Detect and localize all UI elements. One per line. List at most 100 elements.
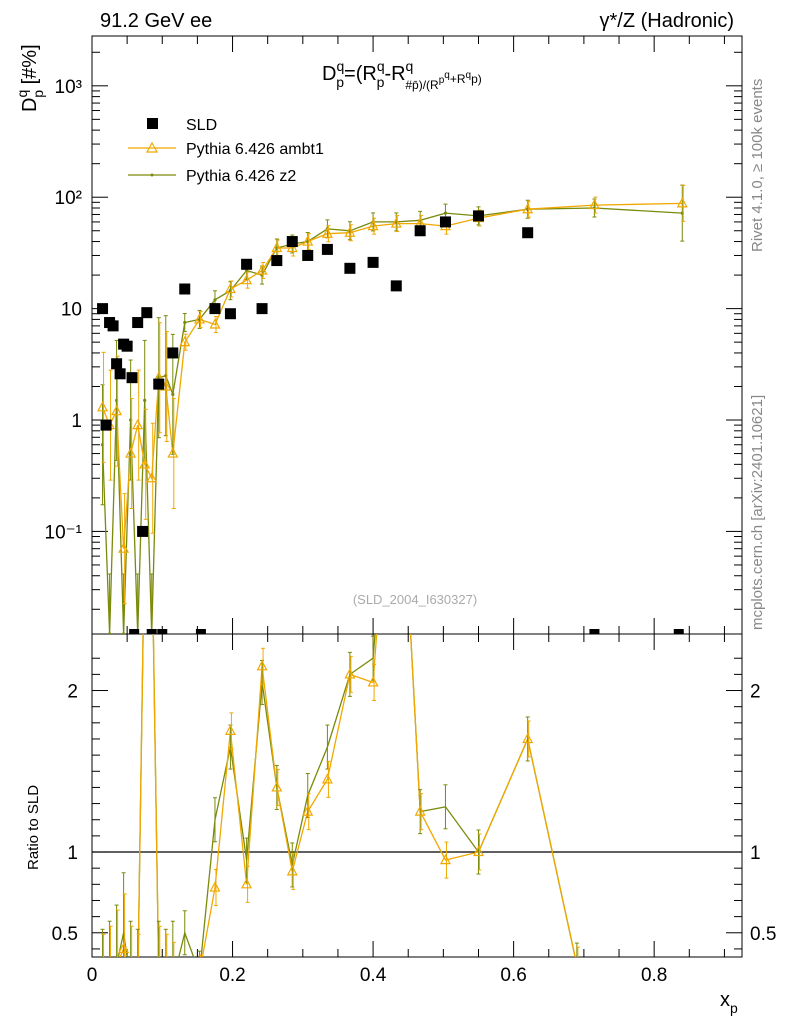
ambt1-ratio-point: [572, 960, 581, 969]
z2-series-line: [101, 207, 683, 634]
rivet-version-label: Rivet 4.1.0, ≥ 100k events: [749, 79, 766, 252]
x-tick-label: 0.8: [641, 965, 667, 986]
z2-point: [143, 398, 147, 403]
sld-offscale-point: [589, 629, 600, 634]
ambt1-point: [209, 318, 221, 329]
ambt1-ratio-point: [321, 773, 333, 784]
ambt1-point: [139, 458, 151, 469]
mcplots-credit-label: mcplots.cern.ch [arXiv:2401.10621]: [749, 395, 766, 630]
ambt1-ratio-point: [439, 853, 451, 865]
x-tick-label: 0.6: [500, 965, 526, 986]
ambt1-point: [522, 202, 534, 214]
legend-label-ambt1: Pythia 6.426 ambt1: [186, 141, 324, 158]
sld-data-point: [132, 317, 144, 329]
sld-data-point: [111, 358, 123, 370]
ambt1-point: [241, 273, 253, 285]
ratio-y-tick-label: 0.5: [52, 924, 78, 945]
ambt1-ratio-point: [302, 805, 314, 816]
ambt1-ratio-point: [256, 660, 268, 671]
ambt1-point: [132, 418, 144, 430]
ambt1-ratio-point: [161, 984, 170, 993]
ratio-y-tick-label-right: 1: [750, 843, 761, 864]
ambt1-point: [97, 401, 109, 412]
ambt1-point: [125, 447, 137, 458]
ambt1-point: [367, 219, 379, 231]
legend-label-sld: SLD: [186, 117, 217, 134]
sld-offscale-point: [673, 629, 684, 634]
x-tick-label: 0.2: [219, 965, 245, 986]
legend-label-z2: Pythia 6.426 z2: [186, 168, 296, 185]
ambt1-point: [224, 282, 236, 294]
ambt1-ratio-point: [168, 992, 177, 1001]
ambt1-ratio-point: [522, 732, 534, 744]
sld-data-point: [167, 347, 179, 359]
ratio-y-tick-label: 2: [67, 682, 78, 703]
plot-title: Dq p=(Rq p-Rq #p̄)/(Rpq+Rqp): [322, 58, 482, 92]
sld-data-point: [344, 262, 356, 274]
sld-data-point: [100, 419, 112, 431]
ambt1-ratio-point: [241, 878, 253, 889]
main-y-axis-label: Dqp [#%]: [14, 44, 46, 112]
sld-data-point: [414, 225, 426, 237]
ambt1-point: [344, 226, 356, 237]
sld-data-point: [114, 368, 126, 380]
sld-data-point: [286, 236, 298, 248]
ambt1-point: [179, 335, 191, 347]
sld-data-point: [522, 227, 534, 239]
ratio-y-axis-label: Ratio to SLD: [25, 785, 42, 870]
x-tick-label: 0.4: [360, 965, 387, 986]
sld-data-point: [137, 525, 149, 537]
ambt1-ratio-point: [98, 984, 107, 993]
ambt1-ratio-point: [414, 805, 426, 816]
sld-data-point: [367, 256, 379, 268]
ratio-plot-frame: [91, 633, 743, 958]
ambt1-point: [321, 227, 333, 238]
header-process-label: γ*/Z (Hadronic): [600, 10, 734, 32]
ambt1-point: [167, 447, 179, 458]
legend-marker-ambt1: [145, 141, 159, 153]
ambt1-ratio-point: [195, 968, 204, 977]
sld-data-point: [256, 303, 268, 315]
ambt1-point: [302, 235, 314, 246]
main-axes: 10⁻¹ 1 10 10² 10³: [45, 36, 742, 634]
ratio-series-layer: [98, 634, 581, 1001]
ambt1-ratio-point: [180, 984, 189, 993]
sld-offscale-point: [146, 629, 157, 634]
sld-data-point: [224, 308, 236, 320]
y-tick-label: 1: [71, 411, 82, 432]
ambt1-ratio-point: [209, 881, 221, 892]
z2-point: [213, 298, 217, 302]
ambt1-point: [256, 264, 268, 275]
z2-point: [183, 320, 187, 325]
ambt1-point: [271, 241, 283, 253]
ambt1-ratio-point: [472, 845, 484, 857]
ambt1-ratio-point: [367, 676, 379, 687]
ambt1-ratio-point: [344, 668, 356, 679]
ambt1-point: [390, 217, 402, 228]
analysis-id-watermark: (SLD_2004_I630327): [353, 592, 477, 607]
y-tick-label: 10²: [55, 188, 82, 209]
sld-offscale-point: [129, 629, 140, 634]
ambt1-point: [286, 241, 298, 253]
sld-data-point: [126, 372, 138, 384]
sld-data-point: [179, 283, 191, 295]
z2-point: [122, 632, 126, 634]
sld-data-point: [121, 340, 133, 352]
ambt1-point: [146, 471, 158, 483]
x-tick-label: 0: [87, 965, 98, 986]
sld-data-point: [271, 255, 283, 267]
sld-offscale-point: [195, 629, 206, 634]
ambt1-point: [588, 198, 600, 210]
ambt1-point: [111, 404, 123, 416]
ratio-y-tick-label: 1: [67, 843, 78, 864]
sld-data-point: [302, 249, 314, 261]
y-tick-label: 10³: [55, 77, 82, 98]
sld-data-point: [107, 320, 119, 332]
ambt1-ratio-point: [112, 960, 121, 969]
ambt1-point: [676, 197, 688, 208]
ambt1-ratio-point: [224, 724, 236, 735]
sld-data-point: [241, 258, 253, 270]
sld-data-point: [141, 307, 153, 319]
ambt1-ratio-point: [286, 865, 298, 876]
